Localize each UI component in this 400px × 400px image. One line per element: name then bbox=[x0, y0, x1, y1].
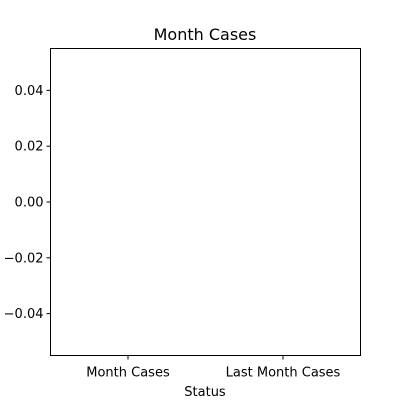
x-axis: Month Cases Last Month Cases bbox=[86, 355, 341, 381]
y-tick-label: 0.02 bbox=[15, 140, 44, 155]
y-tick-label: 0.04 bbox=[15, 84, 44, 99]
y-tick-label: −0.02 bbox=[4, 251, 44, 266]
y-tick-label: −0.04 bbox=[4, 307, 44, 322]
x-tick-label: Last Month Cases bbox=[226, 366, 341, 381]
chart-title: Month Cases bbox=[154, 25, 257, 44]
y-tick-label: 0.00 bbox=[15, 196, 44, 211]
y-axis: 0.04 0.02 0.00 −0.02 −0.04 bbox=[4, 84, 51, 322]
x-tick-label: Month Cases bbox=[86, 366, 170, 381]
x-axis-label: Status bbox=[184, 385, 226, 400]
